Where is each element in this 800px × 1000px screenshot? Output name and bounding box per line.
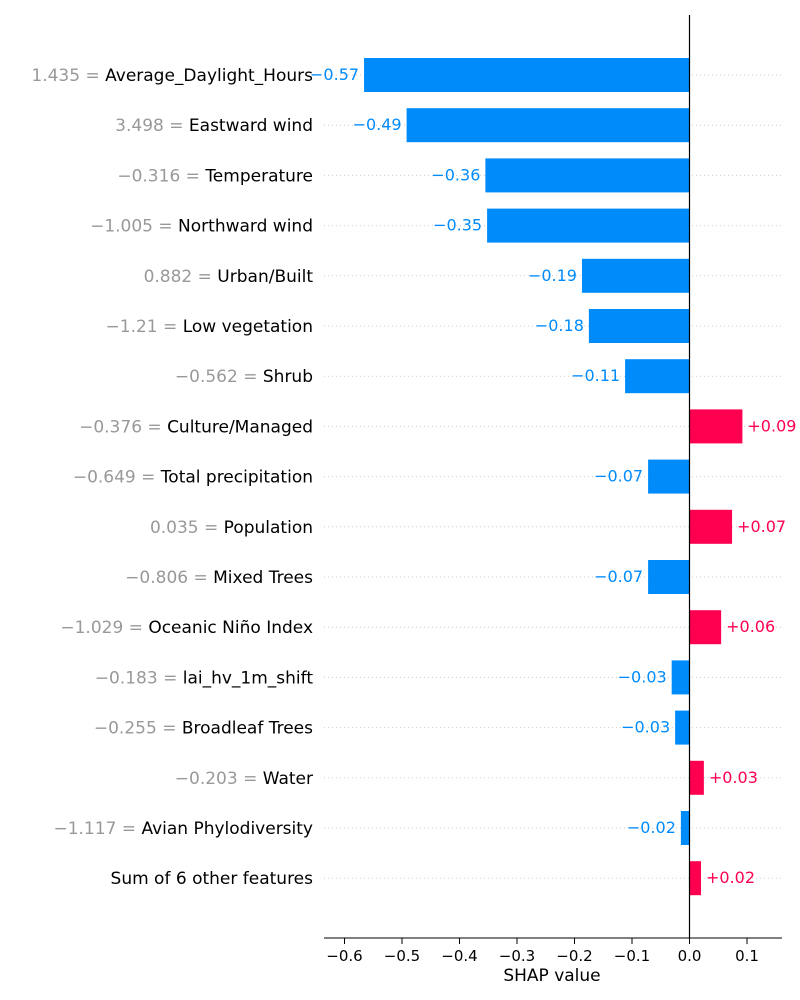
value-label: −0.49 [353, 115, 402, 134]
feature-value: −0.806 = [125, 568, 213, 588]
feature-label: −1.005 = Northward wind [90, 217, 313, 237]
feature-label: −0.316 = Temperature [117, 166, 313, 186]
value-label: −0.03 [621, 718, 670, 737]
feature-labels: 1.435 = Average_Daylight_Hours 3.498 = Ea… [31, 66, 313, 889]
x-tick-label: −0.6 [326, 947, 362, 965]
bar [625, 359, 690, 394]
bar [689, 760, 704, 795]
feature-label: −0.649 = Total precipitation [73, 468, 313, 488]
bar [680, 811, 690, 845]
value-label: −0.36 [431, 165, 480, 184]
bar [487, 208, 690, 243]
feature-value: −0.562 = [175, 367, 263, 387]
value-label: +0.09 [747, 416, 796, 435]
feature-name: Population [224, 518, 313, 538]
feature-name: Eastward wind [189, 116, 313, 136]
feature-label: −0.203 = Water [175, 769, 313, 789]
bars [364, 58, 743, 896]
value-label: −0.35 [433, 216, 482, 235]
x-tick-label: 0.0 [678, 947, 702, 965]
feature-value: −0.183 = [95, 668, 183, 688]
feature-label: −1.117 = Avian Phylodiversity [53, 819, 313, 839]
bar [671, 660, 690, 695]
value-label: +0.02 [706, 868, 755, 887]
feature-label: −1.029 = Oceanic Niño Index [60, 618, 313, 638]
feature-name: Northward wind [178, 217, 313, 237]
feature-label: Sum of 6 other features [111, 869, 314, 889]
value-label: −0.07 [594, 567, 643, 586]
value-label: −0.11 [571, 366, 620, 385]
value-label: −0.02 [627, 818, 676, 837]
feature-value: −0.376 = [79, 417, 167, 437]
feature-value: −1.21 = [106, 317, 183, 337]
value-label: +0.07 [737, 517, 786, 536]
feature-value: −1.029 = [60, 618, 148, 638]
gridlines [324, 74, 782, 879]
feature-name: Oceanic Niño Index [148, 618, 313, 638]
value-label: −0.03 [618, 667, 667, 686]
feature-value: 0.035 = [150, 518, 224, 538]
feature-name: Broadleaf Trees [182, 719, 313, 739]
feature-name: lai_hv_1m_shift [183, 668, 314, 688]
bar [689, 610, 722, 645]
feature-value: −1.005 = [90, 217, 178, 237]
feature-label: 1.435 = Average_Daylight_Hours [31, 66, 313, 86]
feature-name: Shrub [263, 367, 313, 387]
feature-label: −0.183 = lai_hv_1m_shift [95, 668, 314, 688]
x-tick-label: −0.4 [441, 947, 477, 965]
feature-name: Mixed Trees [213, 568, 313, 588]
bar [581, 258, 690, 293]
value-label: −0.19 [528, 266, 577, 285]
value-label: −0.57 [310, 65, 359, 84]
bar [406, 108, 690, 143]
feature-label: −0.562 = Shrub [175, 367, 313, 387]
feature-value: 3.498 = [115, 116, 189, 136]
feature-label: −0.806 = Mixed Trees [125, 568, 313, 588]
feature-label: −1.21 = Low vegetation [106, 317, 313, 337]
feature-label: 0.882 = Urban/Built [144, 267, 314, 287]
feature-label: −0.376 = Culture/Managed [79, 417, 313, 437]
feature-name: Low vegetation [183, 317, 313, 337]
feature-label: 0.035 = Population [150, 518, 313, 538]
feature-value: 0.882 = [144, 267, 218, 287]
value-label: −0.18 [535, 316, 584, 335]
feature-value: −1.117 = [53, 819, 141, 839]
value-label: +0.03 [709, 768, 758, 787]
feature-value: −0.316 = [117, 166, 205, 186]
feature-name: Water [263, 769, 313, 789]
feature-label: 3.498 = Eastward wind [115, 116, 313, 136]
feature-value: −0.203 = [175, 769, 263, 789]
bar [485, 158, 690, 193]
feature-name: Total precipitation [160, 468, 313, 488]
x-tick-label: −0.1 [614, 947, 650, 965]
bar [648, 459, 690, 494]
value-label: −0.07 [594, 467, 643, 486]
feature-name: Avian Phylodiversity [141, 819, 313, 839]
feature-value: −0.649 = [73, 468, 161, 488]
bar [689, 509, 733, 544]
feature-name: Culture/Managed [167, 417, 313, 437]
bar [689, 861, 701, 896]
x-axis: −0.6 −0.5 −0.4 −0.3 −0.2 −0.1 0.0 0.1 [324, 15, 782, 965]
value-labels: −0.57 −0.49 −0.36 −0.35 −0.19 −0.18 −0.11 +0.09… [310, 65, 796, 887]
bar [364, 58, 690, 92]
bar [675, 710, 690, 745]
bar [689, 409, 743, 444]
feature-value: 1.435 = [31, 66, 105, 86]
x-tick-label: 0.1 [735, 947, 759, 965]
feature-value: −0.255 = [94, 719, 182, 739]
feature-name: Sum of 6 other features [111, 869, 314, 889]
value-label: +0.06 [726, 617, 775, 636]
x-tick-label: −0.5 [384, 947, 420, 965]
feature-name: Urban/Built [217, 267, 313, 287]
x-axis-label: SHAP value [503, 966, 600, 986]
bar [648, 560, 690, 594]
feature-name: Temperature [204, 166, 313, 186]
feature-label: −0.255 = Broadleaf Trees [94, 719, 313, 739]
feature-name: Average_Daylight_Hours [105, 66, 313, 86]
x-tick-label: −0.3 [499, 947, 535, 965]
x-tick-label: −0.2 [556, 947, 592, 965]
bar [588, 309, 690, 343]
